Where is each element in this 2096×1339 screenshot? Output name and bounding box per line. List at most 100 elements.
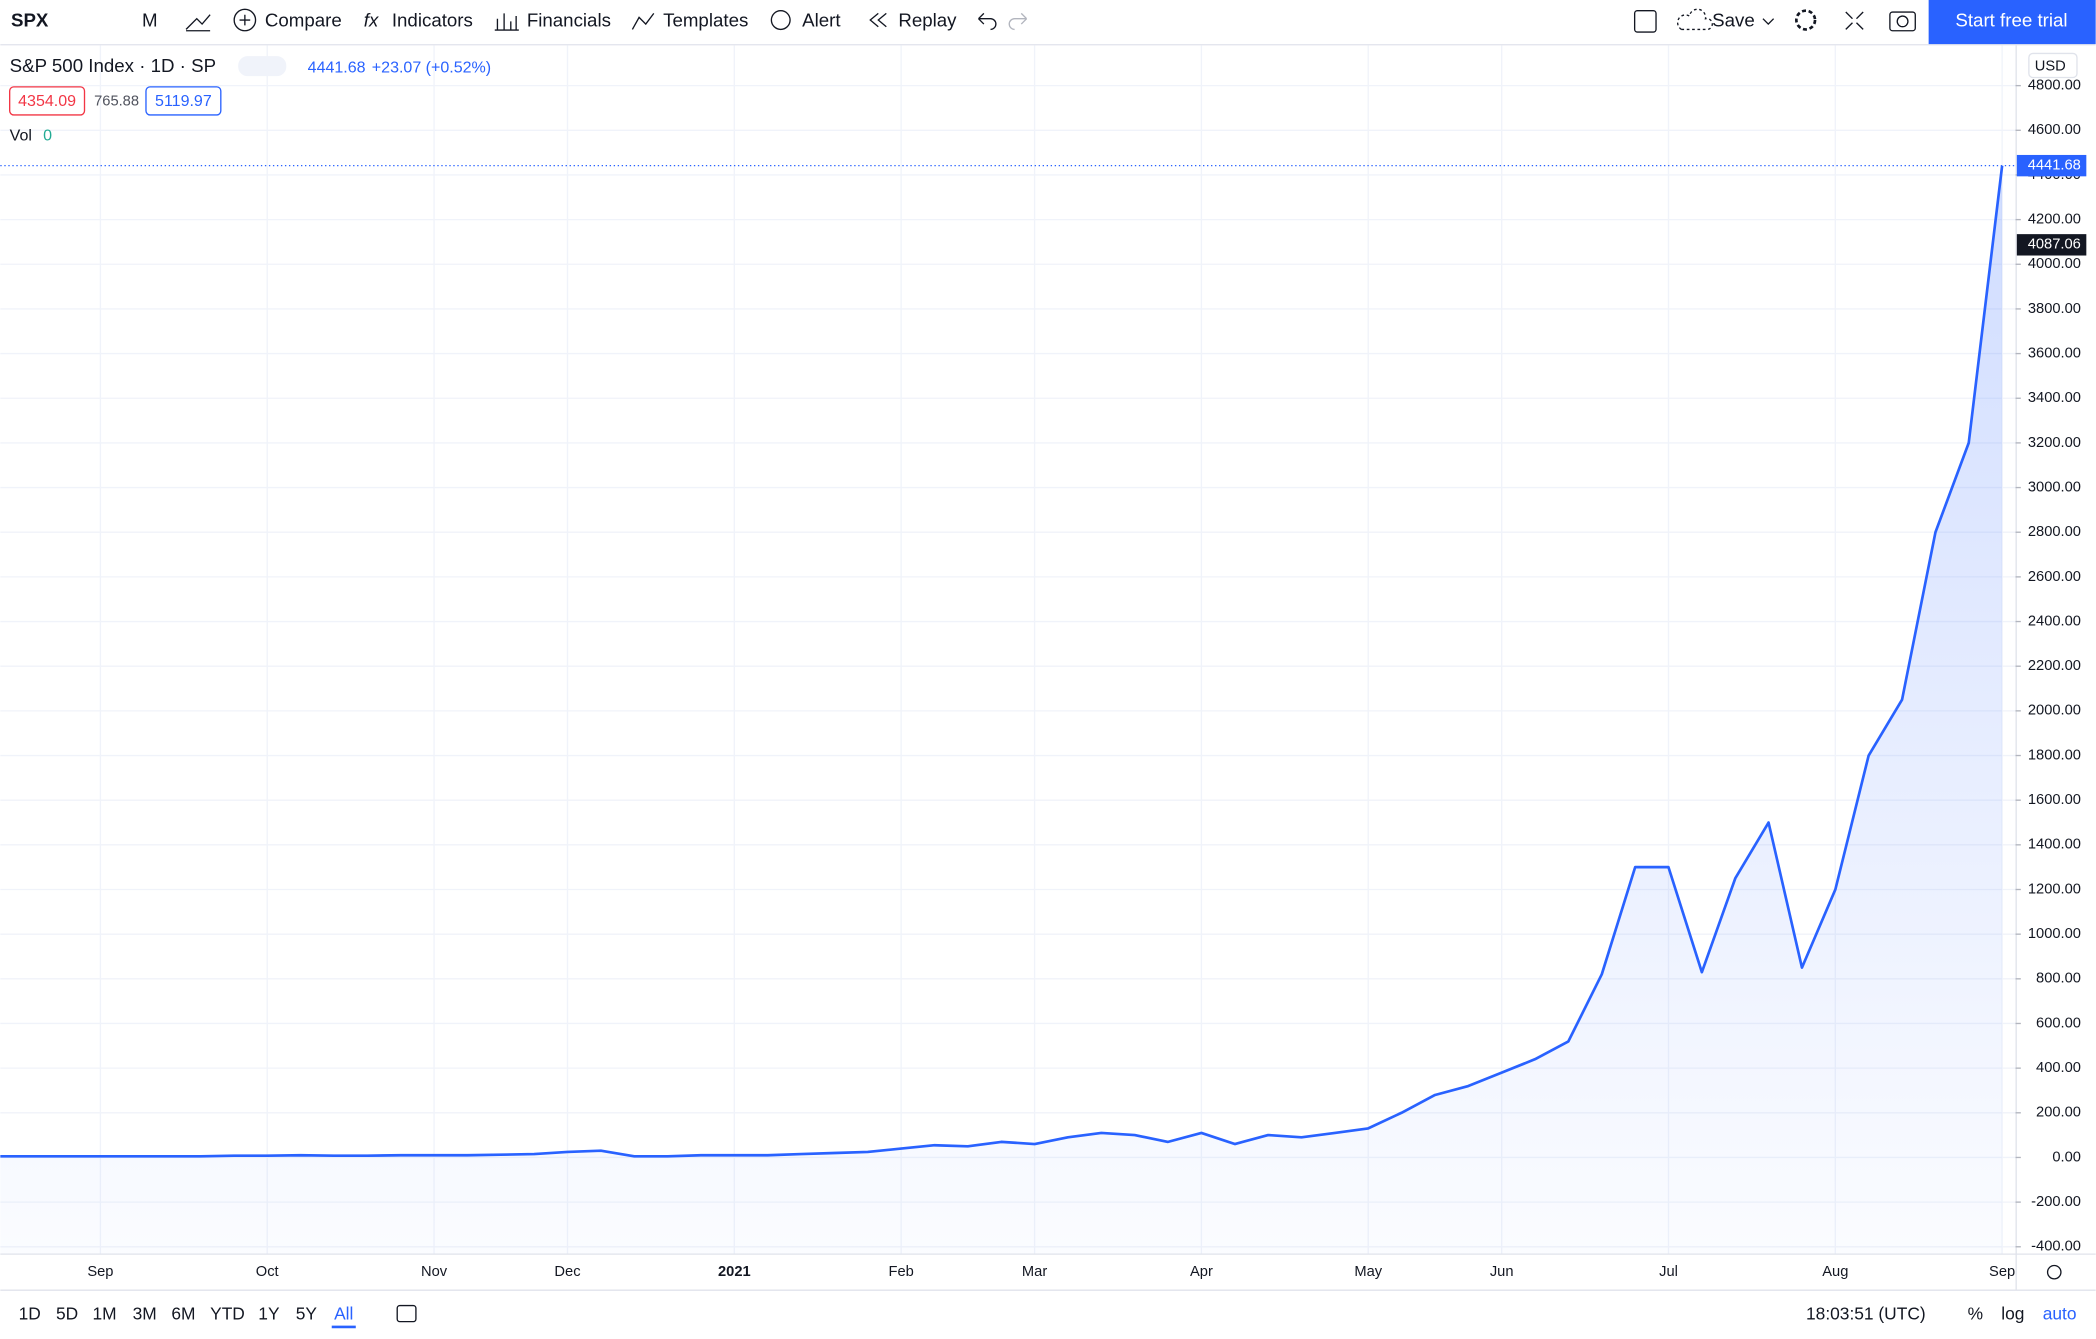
- currency[interactable]: USD: [2035, 59, 2066, 75]
- symbol-name: S&P 500 Index · 1D · SP: [10, 55, 216, 76]
- x-tick-label: Sep: [87, 1264, 113, 1280]
- cloud-icon: [1677, 8, 1713, 31]
- undo[interactable]: [978, 12, 997, 31]
- range-button[interactable]: 5Y: [296, 1304, 318, 1324]
- price-line: [0, 165, 2004, 1158]
- range-button[interactable]: 3M: [133, 1304, 157, 1324]
- y-tick-label: 400.00: [2036, 1060, 2081, 1076]
- range-button[interactable]: YTD: [210, 1304, 245, 1324]
- y-tick-label: 2400.00: [2028, 613, 2081, 629]
- x-tick-label: Mar: [1022, 1264, 1047, 1280]
- replay[interactable]: Replay: [898, 9, 957, 30]
- trial-label: Start free trial: [1955, 9, 2067, 30]
- y-tick-label: 1400.00: [2028, 837, 2081, 853]
- x-tick-label: 2021: [718, 1264, 751, 1280]
- x-tick-label: Oct: [256, 1264, 279, 1280]
- y-tick-label: 200.00: [2036, 1105, 2081, 1121]
- x-tick-label: Nov: [421, 1264, 448, 1280]
- x-tick-label: May: [1354, 1264, 1382, 1280]
- vol-value: 0: [43, 127, 52, 145]
- area: [0, 165, 2003, 1254]
- range-button[interactable]: All: [334, 1304, 353, 1324]
- y-tick-label: 3000.00: [2028, 479, 2081, 495]
- date-range-icon[interactable]: [396, 1304, 417, 1323]
- y-tick-label: -200.00: [2031, 1194, 2081, 1210]
- y-tick-label: 3400.00: [2028, 390, 2081, 406]
- y-tick-label: 600.00: [2036, 1015, 2081, 1031]
- y-tick-label: 1200.00: [2028, 881, 2081, 897]
- y-tick-label: 2600.00: [2028, 569, 2081, 585]
- symbol[interactable]: SPX: [11, 9, 49, 30]
- range-button[interactable]: 1D: [19, 1304, 41, 1324]
- replay-icon: [869, 12, 887, 28]
- trial-button[interactable]: [1928, 0, 2096, 45]
- snapshot[interactable]: [1889, 11, 1916, 32]
- templates[interactable]: Templates: [663, 9, 748, 30]
- vol-label: Vol: [10, 127, 32, 145]
- x-tick-label: Dec: [554, 1264, 580, 1280]
- settings[interactable]: [1795, 9, 1817, 31]
- ask-box: [145, 86, 222, 116]
- indicators[interactable]: Indicators: [392, 9, 473, 30]
- alert[interactable]: Alert: [802, 9, 841, 30]
- bid: 4354.09: [18, 92, 76, 110]
- last-price: 4441.68: [308, 58, 366, 76]
- percent-toggle[interactable]: %: [1968, 1304, 1983, 1324]
- ask: 5119.97: [155, 92, 212, 110]
- y-tick-label: 4800.00: [2028, 78, 2081, 94]
- spread: 765.88: [94, 93, 139, 109]
- interval[interactable]: M: [142, 9, 158, 30]
- chart-type-icon[interactable]: [185, 14, 211, 32]
- financials[interactable]: Financials: [527, 9, 611, 30]
- last-price-tag: [2016, 154, 2087, 177]
- compare[interactable]: Compare: [265, 9, 342, 30]
- y-tick-label: 1600.00: [2028, 792, 2081, 808]
- x-tick-label: Jul: [1659, 1264, 1678, 1280]
- marker-tag: [2016, 234, 2087, 256]
- x-tick-label: Aug: [1822, 1264, 1848, 1280]
- auto-toggle[interactable]: auto: [2043, 1304, 2077, 1324]
- range-button[interactable]: 6M: [171, 1304, 195, 1324]
- y-tick-label: 4000.00: [2028, 256, 2081, 272]
- y-tick-label: 4600.00: [2028, 122, 2081, 138]
- y-tick-label: -400.00: [2031, 1239, 2081, 1255]
- range-button[interactable]: 1Y: [258, 1304, 280, 1324]
- compare-icon: [233, 8, 257, 32]
- range-button[interactable]: 5D: [56, 1304, 78, 1324]
- financials-icon: [494, 13, 519, 31]
- change: +23.07 (+0.52%): [372, 58, 491, 76]
- y-tick-label: 2200.00: [2028, 658, 2081, 674]
- compare-icon: [239, 14, 251, 26]
- currency-button[interactable]: [2028, 52, 2078, 79]
- y-tick-label: 0.00: [2052, 1149, 2081, 1165]
- range-button[interactable]: 1M: [92, 1304, 116, 1324]
- fullscreen[interactable]: [1845, 11, 1864, 30]
- last-price-label: 4441.68: [2028, 158, 2081, 174]
- layout-button[interactable]: [1633, 10, 1657, 33]
- marker-label: 4087.06: [2028, 237, 2081, 253]
- y-tick-label: 4200.00: [2028, 211, 2081, 227]
- save-menu[interactable]: [1762, 18, 1775, 25]
- log-toggle[interactable]: log: [2001, 1304, 2024, 1324]
- snapshot-lens: [1896, 15, 1909, 28]
- y-tick-label: 3800.00: [2028, 301, 2081, 317]
- y-tick-label: 1000.00: [2028, 926, 2081, 942]
- alert-icon: [770, 10, 791, 31]
- templates-icon: [631, 12, 655, 30]
- clock: 18:03:51 (UTC): [1806, 1304, 1926, 1324]
- redo[interactable]: [1008, 12, 1028, 31]
- axis-settings[interactable]: [2046, 1264, 2062, 1280]
- x-tick-label: Feb: [888, 1264, 913, 1280]
- y-tick-label: 1800.00: [2028, 747, 2081, 763]
- bid-box: [9, 86, 86, 116]
- y-tick-label: 800.00: [2036, 971, 2081, 987]
- save[interactable]: Save: [1712, 9, 1755, 30]
- y-tick-label: 3200.00: [2028, 435, 2081, 451]
- y-tick-label: 2000.00: [2028, 703, 2081, 719]
- x-tick-label: Apr: [1190, 1264, 1213, 1280]
- x-tick-label: Sep: [1989, 1264, 2015, 1280]
- y-tick-label: 3600.00: [2028, 345, 2081, 361]
- status-pill: [238, 56, 287, 77]
